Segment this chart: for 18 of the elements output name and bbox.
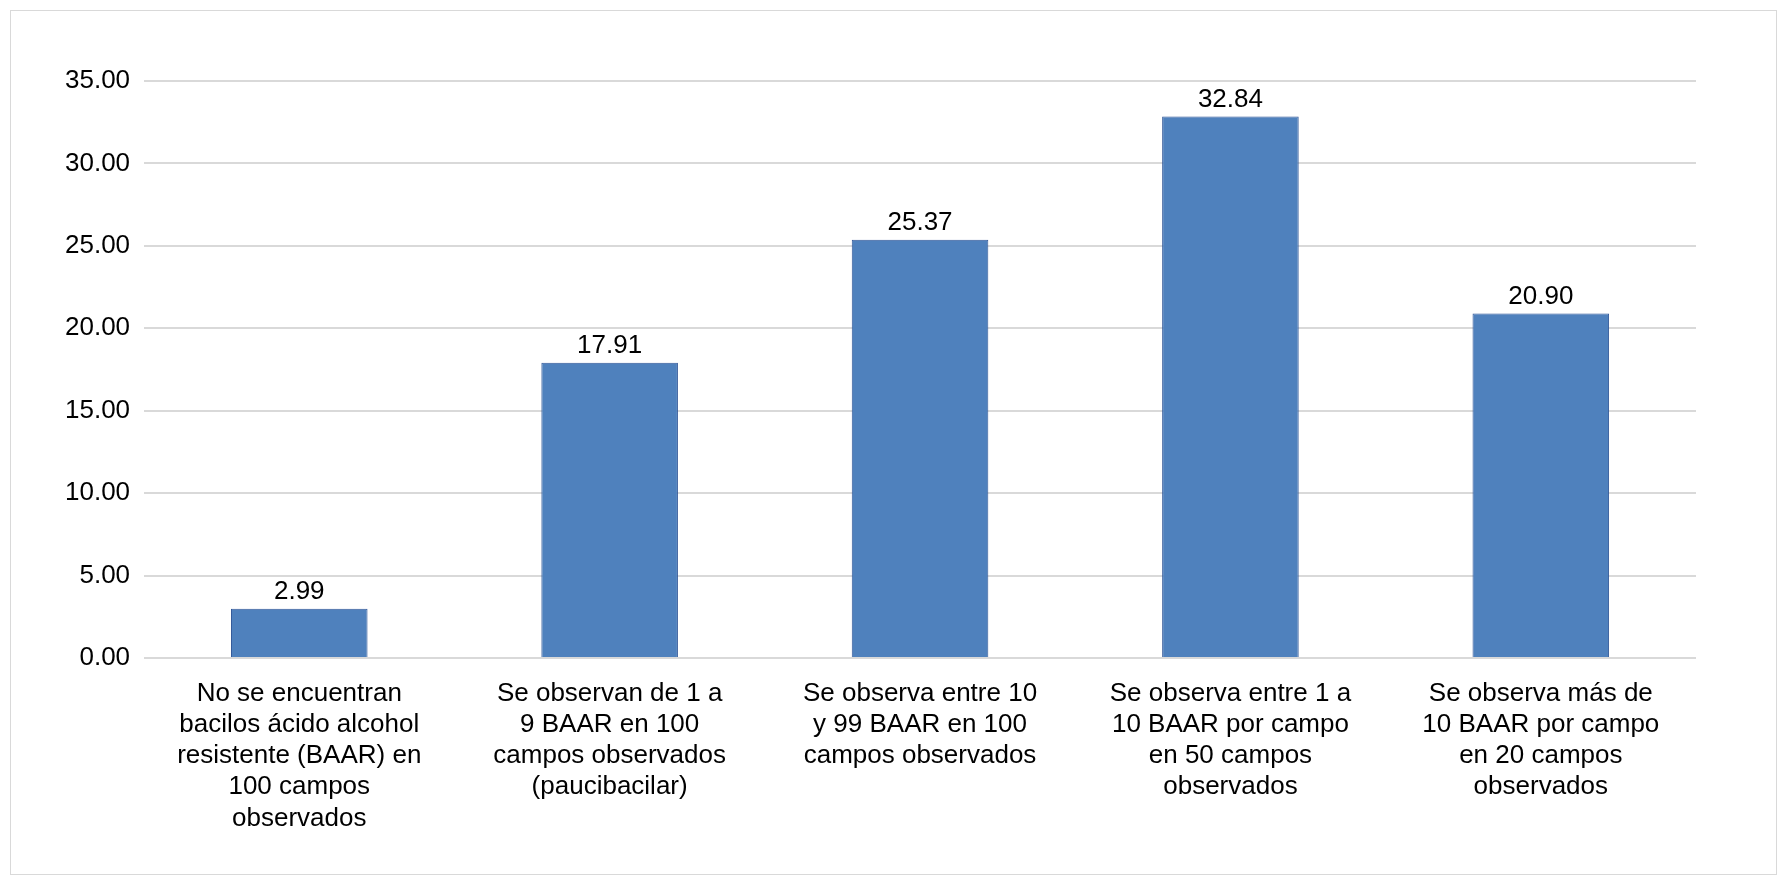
data-label: 32.84	[1197, 82, 1263, 113]
y-tick-label: 20.00	[64, 311, 131, 342]
y-tick-label: 35.00	[64, 64, 131, 95]
x-tick-label: No se encuentran bacilos ácido alcohol resistente (BAAR) en 100 campos observados	[177, 676, 422, 832]
data-label: 25.37	[887, 205, 953, 236]
y-tick-label: 10.00	[64, 476, 131, 507]
y-tick-label: 30.00	[64, 146, 131, 177]
y-tick-label: 15.00	[64, 393, 131, 424]
data-label: 2.99	[273, 574, 325, 605]
y-tick-label: 0.00	[79, 641, 131, 672]
data-label: 17.91	[577, 328, 643, 359]
x-tick-label: Se observa entre 10 y 99 BAAR en 100 campos observados	[802, 676, 1038, 770]
y-tick-label: 5.00	[79, 558, 131, 589]
x-tick-label: Se observan de 1 a 9 BAAR en 100 campos observados (paucibacilar)	[493, 676, 726, 801]
y-tick-label: 25.00	[64, 229, 131, 260]
x-tick-label: Se observa más de 10 BAAR por campo en 20 campos observados	[1422, 676, 1660, 801]
data-label: 20.90	[1508, 279, 1574, 310]
x-tick-label: Se observa entre 1 a 10 BAAR por campo en 50 campos observados	[1109, 676, 1352, 801]
